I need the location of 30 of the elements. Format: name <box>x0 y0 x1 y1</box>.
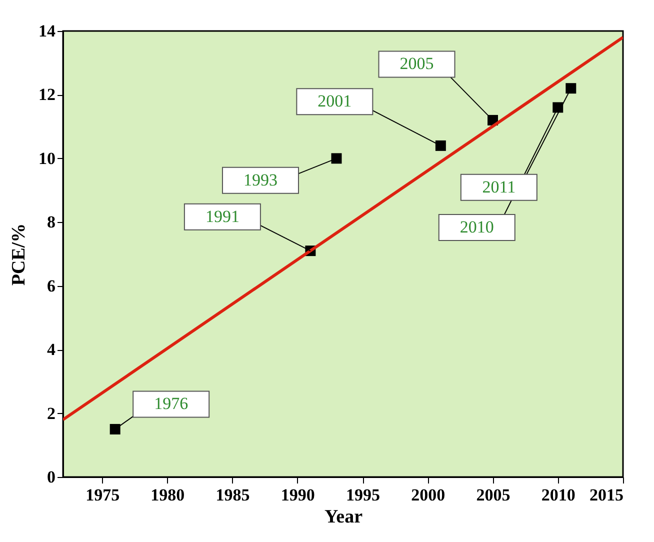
x-tick-label: 2000 <box>411 486 446 504</box>
point <box>110 424 120 434</box>
annotation: 2010 <box>460 217 494 236</box>
y-tick-label: 8 <box>47 212 56 232</box>
y-tick-label: 10 <box>38 148 56 168</box>
y-tick-label: 2 <box>47 404 56 423</box>
x-tick-label: 1985 <box>216 486 250 504</box>
y-axis-title: PCE/% <box>8 223 30 286</box>
x-axis-title: Year <box>324 506 364 528</box>
x-tick-label: 2015 <box>590 486 624 504</box>
x-tick-label: 2005 <box>476 486 510 504</box>
x-tick-label: 2010 <box>541 486 576 504</box>
annotation: 2001 <box>318 92 352 111</box>
y-tick-label: 12 <box>38 85 56 104</box>
x-tick-label: 1995 <box>346 486 380 504</box>
y-tick-label: 0 <box>47 468 56 486</box>
x-tick-label: 1980 <box>150 486 185 504</box>
y-tick-label: 14 <box>38 22 56 40</box>
x-tick-label: 1990 <box>280 486 315 504</box>
annotation: 1976 <box>154 394 188 414</box>
y-tick-label: 6 <box>47 276 56 296</box>
annotation: 1993 <box>243 170 278 190</box>
point <box>435 140 446 151</box>
y-tick-label: 4 <box>47 340 56 360</box>
annotation: 2011 <box>482 177 516 196</box>
annotation: 1991 <box>205 206 240 226</box>
point <box>566 83 576 94</box>
annotation: 2005 <box>400 54 434 74</box>
x-tick-label: 1975 <box>86 486 120 504</box>
point <box>331 153 342 164</box>
